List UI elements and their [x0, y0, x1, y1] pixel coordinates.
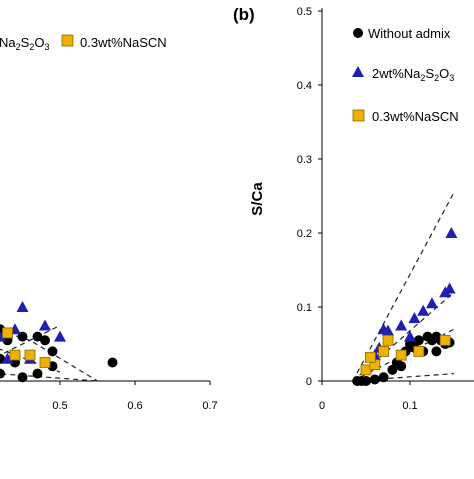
right-point-square — [378, 345, 390, 357]
right-legend-circle-marker — [353, 28, 363, 38]
left-point-triangle — [54, 330, 66, 342]
left-point-triangle — [16, 301, 29, 312]
left-point-triangle — [1, 352, 14, 364]
right-points — [352, 227, 458, 386]
right-x-ticks: 0 0.1 — [319, 381, 418, 412]
right-y-tick-label: 0.5 — [297, 6, 312, 18]
right-legend-square-marker — [352, 109, 365, 122]
left-point-circle — [17, 372, 28, 383]
right-point-square — [364, 351, 376, 363]
left-x-ticks: 0.5 0.6 0.7 — [52, 381, 218, 412]
right-point-square — [439, 334, 451, 346]
right-point-triangle — [426, 297, 438, 309]
left-envelope-line — [0, 330, 98, 382]
right-point-circle — [431, 346, 442, 357]
left-legend-square-marker — [61, 34, 74, 47]
left-x-tick-label: 0.5 — [52, 400, 67, 412]
right-point-circle — [369, 374, 380, 385]
right-point-triangle — [408, 312, 421, 324]
right-y-ticks: 0 0.1 0.2 0.3 0.4 0.5 — [297, 6, 322, 388]
right-y-tick-label: 0.1 — [297, 302, 312, 314]
left-point-circle — [40, 335, 50, 346]
right-point-circle — [413, 335, 424, 346]
right-y-tick-label: 0.3 — [297, 154, 312, 166]
right-legend-without: Without admix — [368, 26, 451, 41]
right-envelope-line — [352, 373, 455, 382]
right-point-triangle — [443, 282, 456, 294]
left-point-triangle — [39, 319, 51, 331]
left-point-square — [9, 349, 21, 361]
right-x-tick-label: 0 — [319, 400, 325, 412]
left-point-circle — [32, 368, 43, 379]
right-panel: (b) S/Ca 00.10.20.30.40.5 0 0.1 Without a… — [233, 5, 474, 412]
left-point-square — [24, 349, 36, 361]
left-x-tick-label: 0.7 — [202, 400, 217, 412]
right-point-triangle — [445, 227, 458, 238]
y-axis-label: S/Ca — [249, 182, 266, 216]
left-legend-nascn: 0.3wt%NaSCN — [80, 35, 167, 50]
right-point-circle — [378, 372, 389, 383]
left-panel: 0.5 0.6 0.7 Na2S2O3 0.3wt%NaSCN — [0, 34, 218, 412]
right-point-triangle — [382, 324, 394, 336]
left-point-square — [39, 357, 51, 368]
left-x-tick-label: 0.6 — [127, 400, 142, 412]
right-point-square — [413, 345, 425, 357]
left-point-circle — [47, 346, 58, 357]
right-point-circle — [361, 376, 371, 386]
left-points — [0, 301, 118, 383]
right-point-triangle — [404, 330, 416, 342]
right-point-circle — [387, 364, 398, 375]
right-point-triangle — [417, 304, 430, 316]
right-y-tick-label: 0 — [306, 376, 312, 388]
right-y-tick-label: 0.2 — [297, 228, 312, 240]
left-point-circle — [0, 368, 5, 379]
panel-label: (b) — [233, 5, 255, 24]
left-point-square — [2, 327, 13, 339]
right-point-triangle — [395, 319, 408, 331]
right-legend-triangle-marker — [352, 66, 364, 77]
right-x-tick-label: 0.1 — [402, 400, 417, 412]
right-legend-nascn: 0.3wt%NaSCN — [372, 109, 459, 124]
right-point-square — [382, 334, 394, 346]
right-legend-na2s2o3: 2wt%Na2S2O3 — [372, 66, 454, 83]
right-point-circle — [396, 361, 407, 372]
left-legend-na2s2o3: Na2S2O3 — [0, 35, 49, 52]
left-point-circle — [32, 331, 43, 342]
left-point-circle — [107, 357, 118, 368]
right-point-square — [395, 349, 407, 361]
right-y-tick-label: 0.4 — [297, 80, 312, 92]
